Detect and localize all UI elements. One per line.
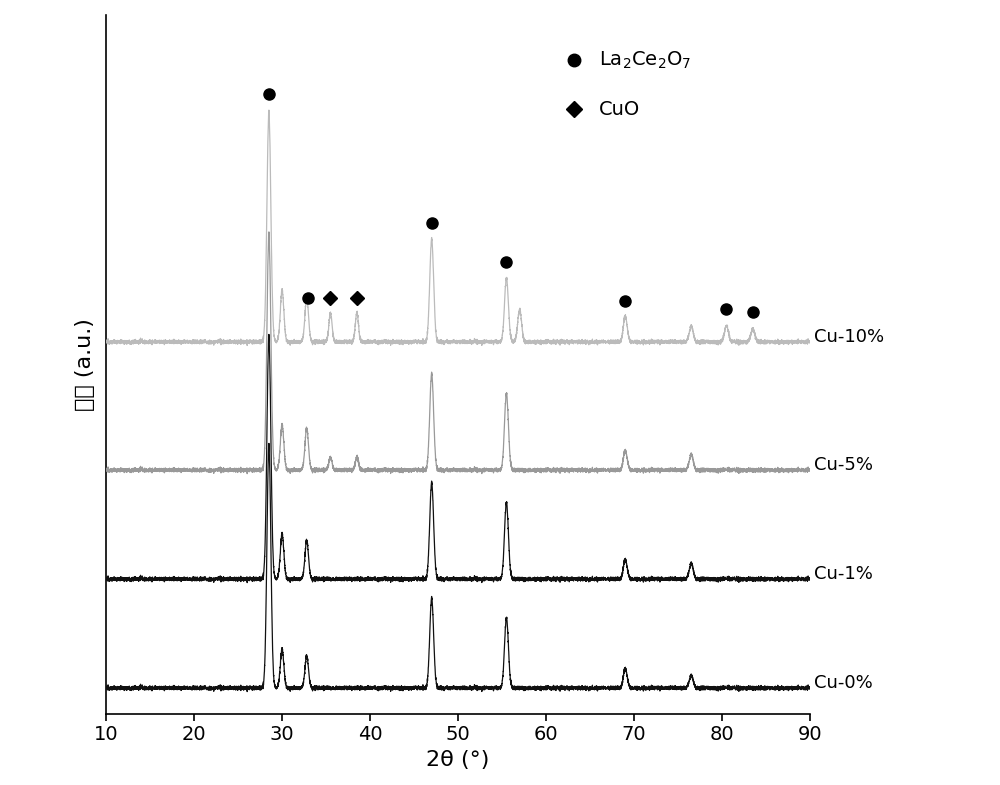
Text: Cu-0%: Cu-0% xyxy=(814,674,873,692)
Y-axis label: 强度 (a.u.): 强度 (a.u.) xyxy=(75,318,95,411)
Text: CuO: CuO xyxy=(599,100,640,119)
Text: Cu-5%: Cu-5% xyxy=(814,456,873,474)
Text: La$_2$Ce$_2$O$_7$: La$_2$Ce$_2$O$_7$ xyxy=(599,49,691,71)
Text: Cu-1%: Cu-1% xyxy=(814,565,873,583)
X-axis label: 2θ (°): 2θ (°) xyxy=(426,750,490,770)
Text: Cu-10%: Cu-10% xyxy=(814,328,885,345)
